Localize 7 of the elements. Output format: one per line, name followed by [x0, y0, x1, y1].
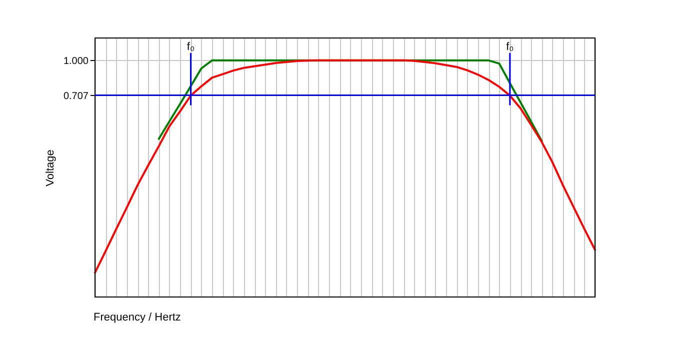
y-tick-label: 1.000	[63, 56, 89, 67]
annotation: f₀	[186, 41, 195, 53]
x-axis-title: Frequency / Hertz	[94, 312, 181, 324]
y-tick-label: 0.707	[63, 90, 89, 102]
line-series	[94, 59, 596, 274]
y-axis-title: Voltage	[44, 150, 56, 186]
annotation: f₀	[506, 41, 514, 53]
